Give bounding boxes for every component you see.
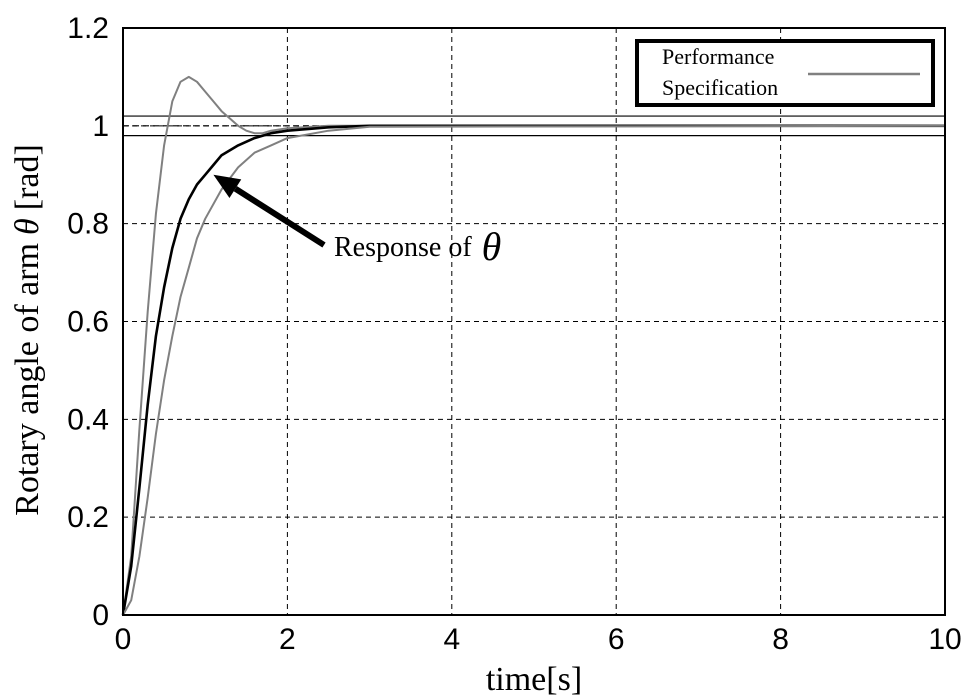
legend-label-line1: Performance	[662, 44, 774, 69]
x-tick-label: 4	[443, 623, 460, 656]
x-tick-label: 10	[928, 623, 961, 656]
annotation-symbol: θ	[482, 224, 502, 269]
x-tick-label: 6	[608, 623, 625, 656]
y-tick-label: 0.2	[67, 501, 109, 534]
y-tick-label: 0	[92, 599, 109, 632]
y-axis-label-unit: [rad]	[9, 144, 46, 210]
series-group	[121, 75, 946, 616]
series-line-1	[122, 75, 945, 616]
legend-label-line2: Specification	[662, 75, 778, 100]
y-tick-label: 0.4	[67, 403, 109, 436]
annotation-arrow-shaft	[233, 186, 326, 248]
legend: Performance Specification	[635, 39, 935, 107]
y-axis-label-text: Rotary angle of arm	[9, 243, 46, 516]
x-tick-label: 2	[279, 623, 296, 656]
y-axis-label-symbol: θ	[9, 218, 46, 235]
x-axis-label: time[s]	[486, 661, 582, 696]
y-tick-label: 1	[92, 110, 109, 143]
y-tick-label: 0.6	[67, 306, 109, 339]
series-line-3	[122, 124, 946, 616]
tick-labels: 0 2 4 6 8 10 0 0.2 0.4 0.6 0.8 1 1.2	[67, 12, 961, 656]
grid	[123, 28, 945, 615]
x-tick-label: 0	[115, 623, 132, 656]
y-tick-label: 0.8	[67, 208, 109, 241]
y-axis-label: Rotary angle of arm θ [rad]	[9, 144, 46, 516]
x-tick-label: 8	[772, 623, 789, 656]
annotation-text: Response of θ	[334, 224, 501, 269]
series-line-2	[121, 124, 945, 616]
annotation-arrow-head	[213, 174, 242, 198]
annotation: Response of θ	[213, 174, 501, 269]
y-tick-label: 1.2	[67, 12, 109, 45]
annotation-label: Response of	[334, 232, 472, 263]
plot-frame	[122, 27, 946, 616]
